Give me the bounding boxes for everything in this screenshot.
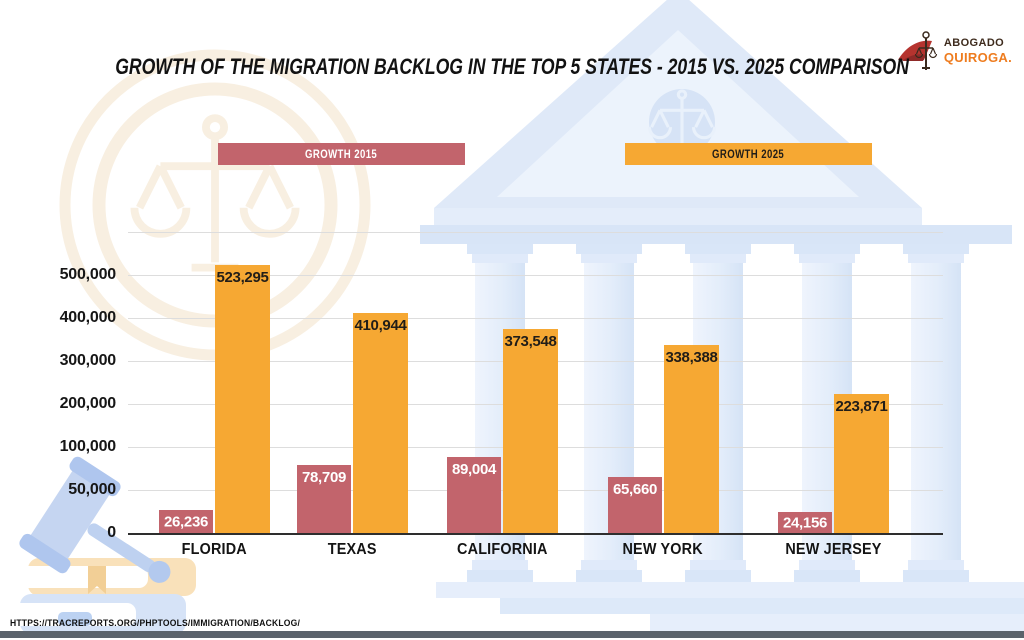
bar-value-label: 65,660 bbox=[612, 480, 658, 498]
page-title: GROWTH OF THE MIGRATION BACKLOG IN THE T… bbox=[115, 54, 909, 79]
bar-growth-2025-new-jersey: 223,871 bbox=[834, 393, 889, 533]
x-axis-label-new-jersey: NEW JERSEY bbox=[784, 541, 882, 558]
bar-growth-2025-new-york: 338,388 bbox=[664, 344, 719, 533]
brand-logo: ABOGADO QUIROGA. bbox=[896, 28, 1012, 74]
bar-value-label: 338,388 bbox=[665, 348, 718, 366]
source-url: HTTPS://TRACREPORTS.ORG/PHPTOOLS/IMMIGRA… bbox=[10, 618, 301, 628]
x-axis-label-new-york: NEW YORK bbox=[622, 541, 704, 558]
legend-growth-2025: GROWTH 2025 bbox=[625, 143, 872, 165]
gridline bbox=[128, 232, 943, 233]
legend-growth-2015: GROWTH 2015 bbox=[218, 143, 465, 165]
brand-name-top: ABOGADO bbox=[943, 37, 1005, 49]
y-tick-label: 50,000 bbox=[68, 481, 116, 498]
pillar-icon bbox=[903, 244, 969, 582]
bar-value-label: 373,548 bbox=[504, 333, 557, 351]
bar-growth-2025-florida: 523,295 bbox=[215, 265, 270, 533]
y-tick-label: 100,000 bbox=[59, 438, 117, 455]
scales-swoosh-icon bbox=[897, 31, 937, 70]
bar-growth-2015-new-york: 65,660 bbox=[608, 476, 662, 533]
x-axis-label-florida: FLORIDA bbox=[181, 541, 247, 558]
y-tick-label: 200,000 bbox=[59, 395, 117, 412]
gridline bbox=[128, 275, 943, 276]
bar-chart-plot-area: 26,236 523,295 78,709 410,944 89,004 373,548 6… bbox=[128, 232, 943, 535]
bar-value-label: 24,156 bbox=[782, 514, 828, 532]
bar-value-label: 26,236 bbox=[163, 513, 209, 531]
bar-growth-2015-texas: 78,709 bbox=[297, 465, 351, 533]
bar-growth-2015-new-jersey: 24,156 bbox=[778, 512, 832, 533]
bar-growth-2025-texas: 410,944 bbox=[353, 313, 408, 533]
footer-bar bbox=[0, 631, 1024, 638]
gridline bbox=[128, 318, 943, 319]
bar-value-label: 78,709 bbox=[301, 469, 347, 487]
gavel-icon bbox=[19, 456, 171, 583]
bar-growth-2025-california: 373,548 bbox=[503, 329, 558, 533]
x-axis-label-texas: TEXAS bbox=[327, 541, 377, 558]
bar-value-label: 223,871 bbox=[835, 397, 888, 415]
y-tick-label: 300,000 bbox=[59, 352, 117, 369]
y-tick-label: 500,000 bbox=[59, 266, 117, 283]
bar-growth-2015-florida: 26,236 bbox=[159, 510, 213, 533]
y-tick-label: 0 bbox=[107, 524, 116, 541]
bar-value-label: 89,004 bbox=[451, 460, 497, 478]
x-axis-label-california: CALIFORNIA bbox=[456, 541, 548, 558]
bar-value-label: 523,295 bbox=[216, 269, 269, 286]
bar-growth-2015-california: 89,004 bbox=[447, 456, 501, 533]
y-axis-labels: 500,000 400,000 300,000 200,000 100,000 50,00… bbox=[0, 232, 118, 541]
brand-name-bottom: QUIROGA. bbox=[943, 50, 1012, 65]
bar-value-label: 410,944 bbox=[354, 317, 407, 335]
y-tick-label: 400,000 bbox=[59, 309, 117, 326]
